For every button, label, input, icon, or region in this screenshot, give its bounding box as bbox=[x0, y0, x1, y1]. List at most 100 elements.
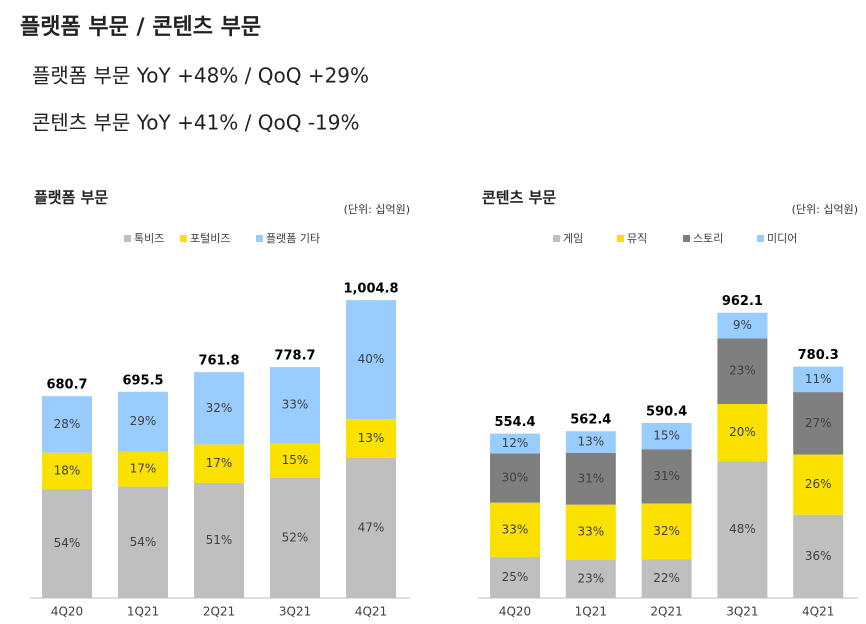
segment-label: 9% bbox=[733, 318, 752, 332]
bar-segment bbox=[565, 559, 616, 598]
segment-label: 25% bbox=[502, 570, 529, 584]
bar-segment bbox=[793, 454, 844, 515]
chart-title: 플랫폼 부문 bbox=[34, 189, 108, 207]
bar-segment bbox=[270, 367, 320, 444]
segment-label: 29% bbox=[130, 414, 157, 428]
total-label: 780.3 bbox=[798, 348, 839, 363]
bar-segment bbox=[42, 489, 92, 598]
segment-label: 40% bbox=[358, 352, 385, 366]
x-tick-label: 3Q21 bbox=[279, 605, 311, 619]
bar-segment bbox=[490, 453, 540, 503]
x-tick-label: 1Q21 bbox=[575, 605, 607, 619]
total-label: 695.5 bbox=[122, 373, 163, 388]
bar-segment bbox=[641, 422, 692, 450]
segment-label: 31% bbox=[653, 469, 680, 483]
legend-label: 게임 bbox=[563, 232, 583, 245]
legend-swatch bbox=[617, 235, 624, 242]
bar-segment bbox=[490, 502, 540, 557]
bar-segment bbox=[565, 452, 616, 505]
bar-segment bbox=[118, 451, 168, 487]
legend-label: 뮤직 bbox=[627, 232, 647, 245]
bar-segment bbox=[565, 504, 616, 560]
bar-segment bbox=[641, 559, 692, 598]
bar-segment bbox=[42, 396, 92, 453]
total-label: 590.4 bbox=[646, 404, 687, 419]
segment-label: 32% bbox=[206, 401, 233, 415]
legend-label: 플랫폼 기타 bbox=[266, 232, 320, 245]
x-tick-label: 4Q21 bbox=[802, 605, 834, 619]
bar-segment bbox=[118, 391, 168, 452]
segment-label: 33% bbox=[577, 525, 604, 539]
total-label: 778.7 bbox=[274, 349, 315, 364]
bar-segment bbox=[270, 477, 320, 598]
segment-label: 15% bbox=[282, 453, 309, 467]
legend-swatch bbox=[180, 235, 187, 242]
legend-swatch bbox=[683, 235, 690, 242]
legend-label: 스토리 bbox=[693, 232, 723, 245]
legend-swatch bbox=[256, 235, 263, 242]
x-tick-label: 2Q21 bbox=[203, 605, 235, 619]
bar-segment bbox=[641, 449, 692, 504]
bar-segment bbox=[490, 433, 540, 454]
unit-label: (단위: 십억원) bbox=[792, 203, 858, 216]
segment-label: 20% bbox=[729, 425, 756, 439]
segment-label: 23% bbox=[729, 364, 756, 378]
legend-swatch bbox=[553, 235, 560, 242]
bar-segment bbox=[793, 514, 844, 598]
slide-title: 플랫폼 부문 / 콘텐츠 부문 bbox=[20, 15, 261, 40]
bar-segment bbox=[793, 392, 844, 455]
segment-label: 12% bbox=[502, 436, 529, 450]
segment-label: 18% bbox=[54, 463, 81, 477]
chart-title: 콘텐츠 부문 bbox=[482, 189, 556, 207]
bar-segment bbox=[717, 461, 768, 598]
legend-swatch bbox=[124, 235, 131, 242]
total-label: 761.8 bbox=[198, 354, 239, 369]
segment-label: 27% bbox=[805, 416, 832, 430]
segment-label: 13% bbox=[358, 431, 385, 445]
unit-label: (단위: 십억원) bbox=[344, 203, 410, 216]
segment-label: 47% bbox=[358, 520, 385, 534]
total-label: 962.1 bbox=[722, 294, 763, 309]
segment-label: 52% bbox=[282, 530, 309, 544]
x-tick-label: 4Q20 bbox=[499, 605, 531, 619]
segment-label: 13% bbox=[577, 435, 604, 449]
segment-label: 23% bbox=[577, 571, 604, 585]
bar-segment bbox=[194, 482, 244, 598]
segment-label: 33% bbox=[282, 398, 309, 412]
bar-segment bbox=[717, 338, 768, 405]
total-label: 1,004.8 bbox=[343, 282, 398, 297]
segment-label: 22% bbox=[653, 571, 680, 585]
legend-swatch bbox=[757, 235, 764, 242]
legend-label: 포털비즈 bbox=[190, 232, 230, 245]
segment-label: 32% bbox=[653, 524, 680, 538]
bar-segment bbox=[490, 556, 540, 598]
bar-segment bbox=[641, 503, 692, 560]
segment-label: 48% bbox=[729, 522, 756, 536]
bar-segment bbox=[717, 312, 768, 339]
segment-label: 54% bbox=[130, 535, 157, 549]
x-tick-label: 4Q21 bbox=[355, 605, 387, 619]
x-tick-label: 2Q21 bbox=[650, 605, 682, 619]
bar-segment bbox=[118, 486, 168, 598]
segment-label: 36% bbox=[805, 549, 832, 563]
segment-label: 17% bbox=[130, 462, 157, 476]
bar-segment bbox=[42, 452, 92, 490]
bar-segment bbox=[194, 444, 244, 483]
total-label: 680.7 bbox=[46, 378, 87, 393]
bar-segment bbox=[194, 372, 244, 445]
summary-line: 콘텐츠 부문 YoY +41% / QoQ -19% bbox=[32, 111, 360, 135]
legend-label: 미디어 bbox=[767, 232, 797, 245]
segment-label: 26% bbox=[805, 477, 832, 491]
total-label: 562.4 bbox=[570, 413, 611, 428]
segment-label: 15% bbox=[653, 429, 680, 443]
segment-label: 54% bbox=[54, 536, 81, 550]
segment-label: 51% bbox=[206, 533, 233, 547]
bar-segment bbox=[270, 443, 320, 478]
segment-label: 11% bbox=[805, 372, 832, 386]
legend-label: 톡비즈 bbox=[134, 232, 164, 245]
x-tick-label: 3Q21 bbox=[726, 605, 758, 619]
total-label: 554.4 bbox=[494, 415, 535, 430]
bar-segment bbox=[346, 419, 396, 458]
